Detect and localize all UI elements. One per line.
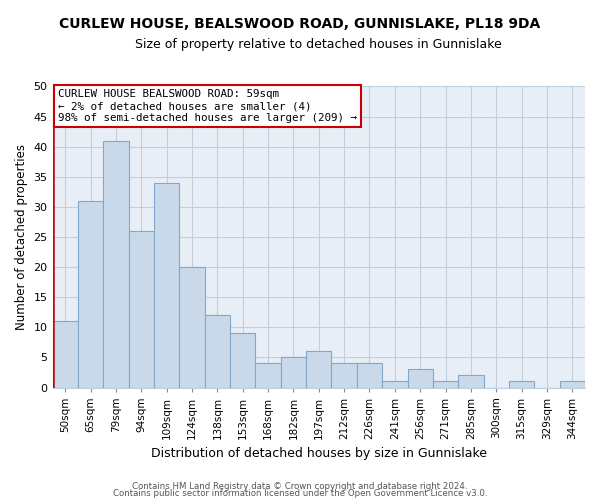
X-axis label: Distribution of detached houses by size in Gunnislake: Distribution of detached houses by size … <box>151 447 487 460</box>
Bar <box>53 322 78 388</box>
Bar <box>560 382 585 388</box>
Text: CURLEW HOUSE BEALSWOOD ROAD: 59sqm
← 2% of detached houses are smaller (4)
98% o: CURLEW HOUSE BEALSWOOD ROAD: 59sqm ← 2% … <box>58 90 357 122</box>
Bar <box>357 364 382 388</box>
Bar <box>179 267 205 388</box>
Bar <box>230 334 256 388</box>
Bar <box>382 382 407 388</box>
Bar <box>331 364 357 388</box>
Bar <box>281 358 306 388</box>
Bar <box>256 364 281 388</box>
Y-axis label: Number of detached properties: Number of detached properties <box>15 144 28 330</box>
Bar <box>78 201 103 388</box>
Bar <box>433 382 458 388</box>
Bar <box>509 382 534 388</box>
Title: Size of property relative to detached houses in Gunnislake: Size of property relative to detached ho… <box>136 38 502 51</box>
Text: CURLEW HOUSE, BEALSWOOD ROAD, GUNNISLAKE, PL18 9DA: CURLEW HOUSE, BEALSWOOD ROAD, GUNNISLAKE… <box>59 18 541 32</box>
Bar <box>128 231 154 388</box>
Bar <box>458 376 484 388</box>
Bar <box>103 140 128 388</box>
Bar <box>205 315 230 388</box>
Bar <box>407 370 433 388</box>
Text: Contains HM Land Registry data © Crown copyright and database right 2024.: Contains HM Land Registry data © Crown c… <box>132 482 468 491</box>
Bar <box>306 352 331 388</box>
Text: Contains public sector information licensed under the Open Government Licence v3: Contains public sector information licen… <box>113 490 487 498</box>
Bar <box>154 182 179 388</box>
